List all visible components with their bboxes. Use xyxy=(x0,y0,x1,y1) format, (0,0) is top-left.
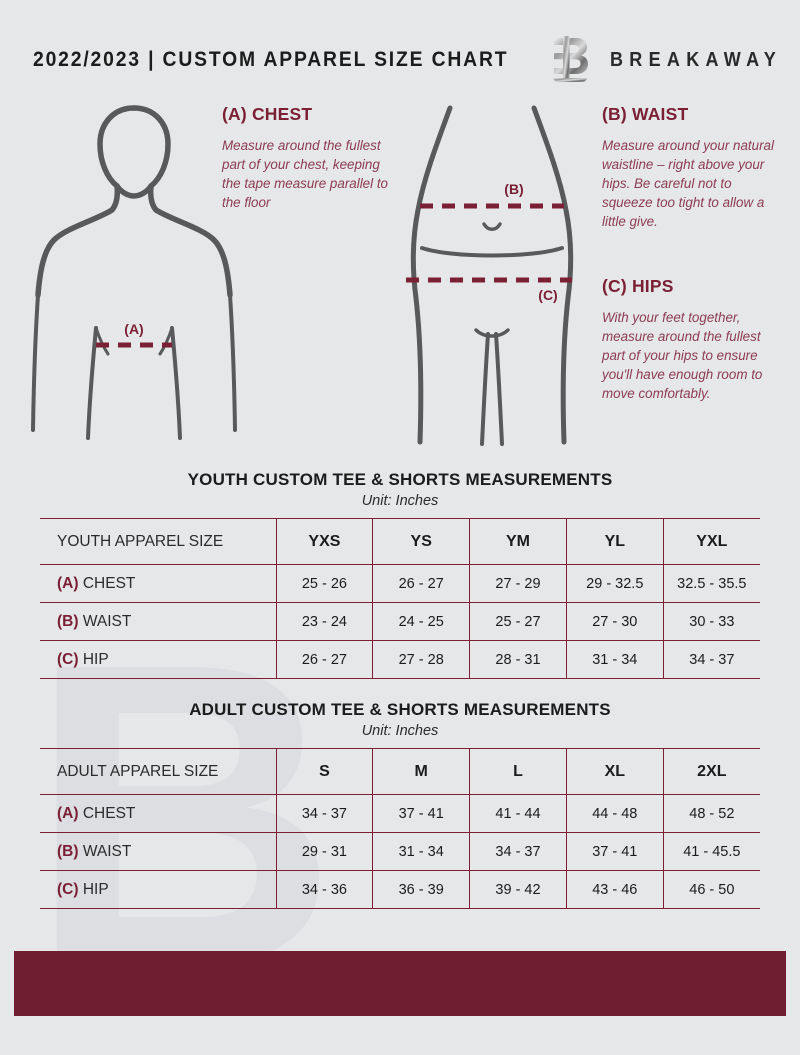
hips-figure-icon: (B) (C) xyxy=(406,105,574,446)
waist-description-heading: (B) WAIST xyxy=(602,104,689,124)
adult-row-name-hip: HIP xyxy=(82,880,109,898)
adult-row-label-chest: (A) CHEST xyxy=(40,794,277,833)
footer-bar xyxy=(14,951,786,1016)
adult-hip-2xl: 46 - 50 xyxy=(663,870,760,909)
adult-size-column-3: XL xyxy=(566,748,664,795)
youth-waist-yxs: 23 - 24 xyxy=(276,602,374,641)
adult-chest-m: 37 - 41 xyxy=(372,794,471,833)
adult-table-unit: Unit: Inches xyxy=(361,723,439,739)
youth-waist-ym: 25 - 27 xyxy=(469,602,567,641)
youth-waist-yl: 27 - 30 xyxy=(566,602,664,641)
youth-hip-yxl: 34 - 37 xyxy=(663,640,760,679)
page-title: 2022/2023 | CUSTOM APPAREL SIZE CHART xyxy=(33,48,509,71)
youth-size-column-2: YM xyxy=(469,518,567,565)
chest-description-heading: (A) CHEST xyxy=(222,104,313,124)
youth-header-label: YOUTH APPAREL SIZE xyxy=(40,518,277,565)
adult-waist-l: 34 - 37 xyxy=(469,832,567,871)
adult-row-tag-chest: (A) xyxy=(57,804,79,822)
youth-table-header-row: YOUTH APPAREL SIZE YXS YS YM YL YXL xyxy=(40,518,760,565)
youth-size-column-4: YXL xyxy=(663,518,760,565)
adult-row-label-waist: (B) WAIST xyxy=(40,832,277,871)
adult-size-section: ADULT CUSTOM TEE & SHORTS MEASUREMENTS U… xyxy=(0,700,800,909)
youth-size-section: YOUTH CUSTOM TEE & SHORTS MEASUREMENTS U… xyxy=(0,470,800,679)
table-row: (A) CHEST 25 - 26 26 - 27 27 - 29 29 - 3… xyxy=(40,564,760,603)
adult-row-label-hip: (C) HIP xyxy=(40,870,277,909)
youth-row-name-waist: WAIST xyxy=(82,612,132,630)
youth-chest-yl: 29 - 32.5 xyxy=(566,564,664,603)
youth-hip-ys: 27 - 28 xyxy=(372,640,471,679)
adult-chest-l: 41 - 44 xyxy=(469,794,567,833)
youth-size-table: YOUTH APPAREL SIZE YXS YS YM YL YXL (A) … xyxy=(40,518,760,679)
adult-waist-2xl: 41 - 45.5 xyxy=(663,832,760,871)
hips-description-body: With your feet together, measure around … xyxy=(602,310,763,402)
adult-table-body: ADULT APPAREL SIZE S M L XL 2XL (A) CHES… xyxy=(40,748,760,909)
youth-size-column-1: YS xyxy=(372,518,471,565)
youth-chest-yxl: 32.5 - 35.5 xyxy=(663,564,760,603)
adult-row-tag-hip: (C) xyxy=(57,880,79,898)
hips-description: (C) HIPS With your feet together, measur… xyxy=(602,276,782,403)
hips-marker-label: (C) xyxy=(538,287,557,303)
youth-row-label-waist: (B) WAIST xyxy=(40,602,277,641)
adult-hip-s: 34 - 36 xyxy=(276,870,374,909)
adult-hip-xl: 43 - 46 xyxy=(566,870,664,909)
adult-size-column-4: 2XL xyxy=(663,748,760,795)
adult-row-name-waist: WAIST xyxy=(82,842,132,860)
table-row: (A) CHEST 34 - 37 37 - 41 41 - 44 44 - 4… xyxy=(40,794,760,833)
chest-description: (A) CHEST Measure around the fullest par… xyxy=(222,104,397,212)
table-row: (B) WAIST 23 - 24 24 - 25 25 - 27 27 - 3… xyxy=(40,602,760,641)
youth-row-name-hip: HIP xyxy=(82,650,109,668)
breakaway-b-monogram-icon xyxy=(551,36,588,82)
youth-chest-ys: 26 - 27 xyxy=(372,564,471,603)
adult-table-header-row: ADULT APPAREL SIZE S M L XL 2XL xyxy=(40,748,760,795)
chest-description-body: Measure around the fullest part of your … xyxy=(222,138,388,211)
adult-chest-xl: 44 - 48 xyxy=(566,794,664,833)
youth-row-label-chest: (A) CHEST xyxy=(40,564,277,603)
waist-marker-label: (B) xyxy=(504,181,523,197)
table-row: (B) WAIST 29 - 31 31 - 34 34 - 37 37 - 4… xyxy=(40,832,760,871)
youth-table-body: YOUTH APPAREL SIZE YXS YS YM YL YXL (A) … xyxy=(40,518,760,679)
adult-waist-xl: 37 - 41 xyxy=(566,832,664,871)
adult-size-table: ADULT APPAREL SIZE S M L XL 2XL (A) CHES… xyxy=(40,748,760,909)
youth-hip-yxs: 26 - 27 xyxy=(276,640,374,679)
adult-size-column-1: M xyxy=(372,748,471,795)
adult-row-tag-waist: (B) xyxy=(57,842,79,860)
youth-size-column-0: YXS xyxy=(276,518,374,565)
chest-marker-label: (A) xyxy=(124,321,143,337)
youth-hip-ym: 28 - 31 xyxy=(469,640,567,679)
adult-hip-m: 36 - 39 xyxy=(372,870,471,909)
adult-waist-m: 31 - 34 xyxy=(372,832,471,871)
adult-size-column-0: S xyxy=(276,748,374,795)
brand-wordmark: BREAKAWAY xyxy=(609,48,782,71)
waist-description: (B) WAIST Measure around your natural wa… xyxy=(602,104,782,231)
adult-chest-2xl: 48 - 52 xyxy=(663,794,760,833)
adult-chest-s: 34 - 37 xyxy=(276,794,374,833)
youth-hip-yl: 31 - 34 xyxy=(566,640,664,679)
youth-table-title: YOUTH CUSTOM TEE & SHORTS MEASUREMENTS xyxy=(187,470,613,489)
table-row: (C) HIP 34 - 36 36 - 39 39 - 42 43 - 46 … xyxy=(40,870,760,909)
brand-lockup: BREAKAWAY xyxy=(550,34,800,86)
youth-chest-yxs: 25 - 26 xyxy=(276,564,374,603)
youth-row-tag-chest: (A) xyxy=(57,574,79,592)
adult-size-column-2: L xyxy=(469,748,567,795)
adult-row-name-chest: CHEST xyxy=(82,804,136,822)
youth-table-unit: Unit: Inches xyxy=(361,493,439,509)
hips-description-heading: (C) HIPS xyxy=(602,276,674,296)
youth-row-name-chest: CHEST xyxy=(82,574,136,592)
table-row: (C) HIP 26 - 27 27 - 28 28 - 31 31 - 34 … xyxy=(40,640,760,679)
youth-row-tag-waist: (B) xyxy=(57,612,79,630)
youth-waist-ys: 24 - 25 xyxy=(372,602,471,641)
youth-waist-yxl: 30 - 33 xyxy=(663,602,760,641)
page-header: 2022/2023 | CUSTOM APPAREL SIZE CHART BR… xyxy=(0,32,800,88)
waist-description-body: Measure around your natural waistline – … xyxy=(602,138,774,230)
adult-header-label: ADULT APPAREL SIZE xyxy=(40,748,277,795)
youth-row-tag-hip: (C) xyxy=(57,650,79,668)
adult-hip-l: 39 - 42 xyxy=(469,870,567,909)
youth-chest-ym: 27 - 29 xyxy=(469,564,567,603)
youth-size-column-3: YL xyxy=(566,518,664,565)
youth-row-label-hip: (C) HIP xyxy=(40,640,277,679)
torso-figure-icon: (A) xyxy=(31,105,237,440)
adult-waist-s: 29 - 31 xyxy=(276,832,374,871)
adult-table-title: ADULT CUSTOM TEE & SHORTS MEASUREMENTS xyxy=(189,700,611,719)
measurement-figures: (A) (B) (C) (A) CHEST Measure around the… xyxy=(0,96,800,466)
